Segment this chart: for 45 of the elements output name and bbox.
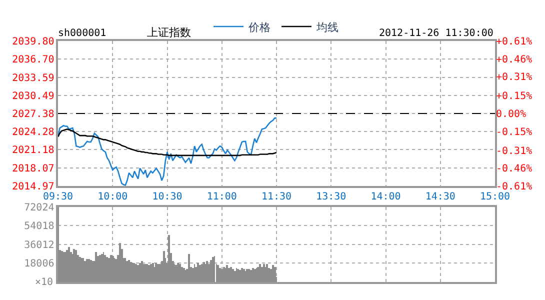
x-tick-label: 11:00: [206, 192, 237, 203]
y-tick-label: 2036.70: [12, 54, 54, 66]
x-tick-label: 10:30: [152, 192, 182, 203]
line-series: [58, 128, 278, 156]
y-tick-label: 2039.80: [12, 36, 54, 48]
y-tick-label: 36012: [24, 240, 54, 251]
bar: [119, 242, 121, 282]
text: sh000001: [58, 28, 106, 39]
bar: [168, 234, 170, 282]
x-tick-label: 13:30: [316, 192, 346, 203]
y-axis-title: ×10: [35, 277, 54, 288]
y2-tick-label: -0.31%: [496, 146, 532, 157]
y2-tick-label: -0.15%: [496, 126, 532, 138]
y-tick-label: 2027.38: [12, 109, 54, 120]
x-tick-label: 14:30: [425, 192, 456, 203]
y-tick-label: 2024.28: [12, 127, 54, 138]
y-tick-label: 2014.97: [12, 181, 54, 192]
y-tick-label: 18006: [24, 258, 54, 270]
y2-tick-label: +0.15%: [496, 91, 532, 102]
bar: [188, 254, 190, 282]
y2-tick-label: 0.00%: [496, 108, 526, 120]
legend-label: 价格: [248, 20, 270, 34]
x-tick-label: 11:30: [261, 192, 292, 203]
y2-tick-label: -0.61%: [496, 181, 532, 192]
chart-title: 上证指数: [147, 26, 191, 39]
line-series: [58, 117, 278, 186]
y-tick-label: 2021.18: [12, 145, 54, 156]
y2-tick-label: +0.46%: [496, 54, 532, 66]
y-tick-label: 2030.49: [12, 90, 54, 102]
y2-tick-label: +0.61%: [496, 36, 532, 48]
y-tick-label: 72024: [24, 202, 54, 214]
x-tick-label: 14:00: [370, 192, 401, 203]
x-tick-label: 15:00: [480, 192, 510, 203]
y-tick-label: 2018.07: [12, 163, 54, 174]
x-tick-label: 10:00: [98, 192, 128, 203]
y-tick-label: 2033.59: [12, 72, 54, 84]
legend-label: 均线: [316, 20, 338, 34]
bar: [274, 266, 276, 282]
x-tick-label: 09:30: [42, 192, 74, 203]
y2-tick-label: +0.31%: [496, 72, 532, 84]
text: 2012-11-26 11:30:00: [379, 28, 494, 39]
y2-tick-label: -0.46%: [496, 164, 532, 175]
y-tick-label: 54018: [24, 221, 54, 232]
bar: [95, 252, 97, 282]
bar: [163, 250, 165, 282]
